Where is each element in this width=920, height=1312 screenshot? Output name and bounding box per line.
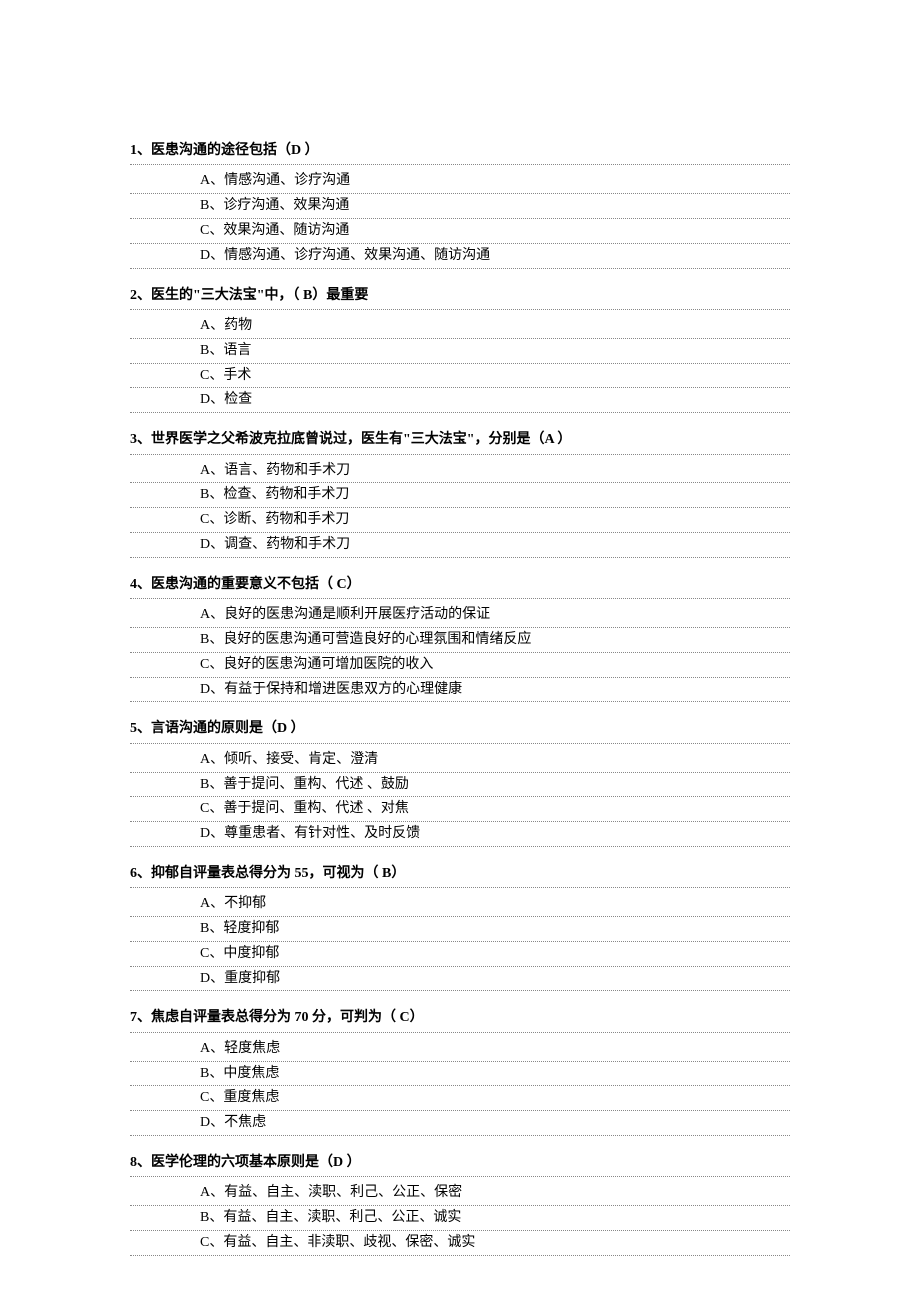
option: C、善于提问、重构、代述 、对焦 <box>130 797 790 822</box>
option: A、不抑郁 <box>130 892 790 917</box>
question-text: 世界医学之父希波克拉底曾说过，医生有"三大法宝"，分别是（A ） <box>151 432 571 447</box>
option: B、诊疗沟通、效果沟通 <box>130 194 790 219</box>
question-number: 5 <box>130 721 137 736</box>
question-number: 3 <box>130 432 137 447</box>
option: A、情感沟通、诊疗沟通 <box>130 169 790 194</box>
question-text: 焦虑自评量表总得分为 70 分，可判为（ C） <box>151 1010 424 1025</box>
question-title: 5、言语沟通的原则是（D ） <box>130 718 790 743</box>
option: D、重度抑郁 <box>130 967 790 992</box>
question-block: 8、医学伦理的六项基本原则是（D ） A、有益、自主、渎职、利己、公正、保密 B… <box>130 1152 790 1256</box>
question-title: 3、世界医学之父希波克拉底曾说过，医生有"三大法宝"，分别是（A ） <box>130 429 790 454</box>
option: B、检查、药物和手术刀 <box>130 483 790 508</box>
question-title: 8、医学伦理的六项基本原则是（D ） <box>130 1152 790 1177</box>
question-text: 言语沟通的原则是（D ） <box>151 721 305 736</box>
question-block: 4、医患沟通的重要意义不包括（ C） A、良好的医患沟通是顺利开展医疗活动的保证… <box>130 574 790 703</box>
question-title: 6、抑郁自评量表总得分为 55，可视为（ B） <box>130 863 790 888</box>
question-title: 4、医患沟通的重要意义不包括（ C） <box>130 574 790 599</box>
option: C、重度焦虑 <box>130 1086 790 1111</box>
option: D、调查、药物和手术刀 <box>130 533 790 558</box>
option: C、良好的医患沟通可增加医院的收入 <box>130 653 790 678</box>
option: C、诊断、药物和手术刀 <box>130 508 790 533</box>
option: A、语言、药物和手术刀 <box>130 459 790 484</box>
option: B、轻度抑郁 <box>130 917 790 942</box>
option: D、情感沟通、诊疗沟通、效果沟通、随访沟通 <box>130 244 790 269</box>
option: D、尊重患者、有针对性、及时反馈 <box>130 822 790 847</box>
question-block: 1、医患沟通的途径包括（D ） A、情感沟通、诊疗沟通 B、诊疗沟通、效果沟通 … <box>130 140 790 269</box>
option: B、中度焦虑 <box>130 1062 790 1087</box>
option: C、手术 <box>130 364 790 389</box>
question-text: 医学伦理的六项基本原则是（D ） <box>151 1155 361 1170</box>
option: A、有益、自主、渎职、利己、公正、保密 <box>130 1181 790 1206</box>
option: A、药物 <box>130 314 790 339</box>
option: C、效果沟通、随访沟通 <box>130 219 790 244</box>
option: D、有益于保持和增进医患双方的心理健康 <box>130 678 790 703</box>
question-number: 4 <box>130 577 137 592</box>
option: B、语言 <box>130 339 790 364</box>
question-block: 7、焦虑自评量表总得分为 70 分，可判为（ C） A、轻度焦虑 B、中度焦虑 … <box>130 1007 790 1136</box>
question-title: 1、医患沟通的途径包括（D ） <box>130 140 790 165</box>
option: B、良好的医患沟通可营造良好的心理氛围和情绪反应 <box>130 628 790 653</box>
document-page: 1、医患沟通的途径包括（D ） A、情感沟通、诊疗沟通 B、诊疗沟通、效果沟通 … <box>0 0 920 1312</box>
question-text: 医患沟通的重要意义不包括（ C） <box>151 577 361 592</box>
question-text: 医生的"三大法宝"中，（ B）最重要 <box>151 288 368 303</box>
question-block: 5、言语沟通的原则是（D ） A、倾听、接受、肯定、澄清 B、善于提问、重构、代… <box>130 718 790 847</box>
option: A、倾听、接受、肯定、澄清 <box>130 748 790 773</box>
question-title: 2、医生的"三大法宝"中，（ B）最重要 <box>130 285 790 310</box>
question-number: 1 <box>130 143 137 158</box>
option: C、中度抑郁 <box>130 942 790 967</box>
option: A、轻度焦虑 <box>130 1037 790 1062</box>
question-block: 6、抑郁自评量表总得分为 55，可视为（ B） A、不抑郁 B、轻度抑郁 C、中… <box>130 863 790 992</box>
question-block: 2、医生的"三大法宝"中，（ B）最重要 A、药物 B、语言 C、手术 D、检查 <box>130 285 790 414</box>
question-number: 2 <box>130 288 137 303</box>
question-number: 7 <box>130 1010 137 1025</box>
question-text: 医患沟通的途径包括（D ） <box>151 143 319 158</box>
option: B、有益、自主、渎职、利己、公正、诚实 <box>130 1206 790 1231</box>
question-text: 抑郁自评量表总得分为 55，可视为（ B） <box>151 866 405 881</box>
option: D、不焦虑 <box>130 1111 790 1136</box>
question-title: 7、焦虑自评量表总得分为 70 分，可判为（ C） <box>130 1007 790 1032</box>
question-number: 6 <box>130 866 137 881</box>
question-number: 8 <box>130 1155 137 1170</box>
option: C、有益、自主、非渎职、歧视、保密、诚实 <box>130 1231 790 1256</box>
option: A、良好的医患沟通是顺利开展医疗活动的保证 <box>130 603 790 628</box>
question-block: 3、世界医学之父希波克拉底曾说过，医生有"三大法宝"，分别是（A ） A、语言、… <box>130 429 790 558</box>
option: D、检查 <box>130 388 790 413</box>
option: B、善于提问、重构、代述 、鼓励 <box>130 773 790 798</box>
